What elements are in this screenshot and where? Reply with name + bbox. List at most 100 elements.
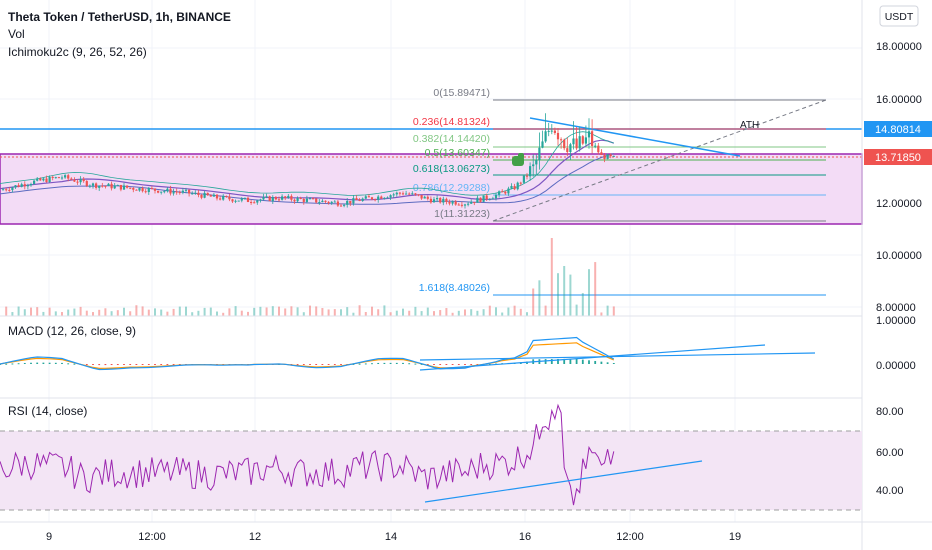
rsi-tick: 80.00 bbox=[876, 406, 904, 418]
candle-body bbox=[454, 201, 457, 205]
candle-body bbox=[104, 185, 107, 187]
candle-body bbox=[129, 187, 132, 189]
candle-body bbox=[212, 194, 215, 197]
candle-body bbox=[544, 131, 547, 142]
rsi-trend-line[interactable] bbox=[424, 460, 703, 503]
volume-bar bbox=[110, 311, 113, 316]
candle-body bbox=[532, 164, 535, 167]
time-label: 19 bbox=[729, 531, 741, 543]
candle-body bbox=[473, 202, 476, 204]
candle-body bbox=[8, 189, 11, 191]
macd-histogram-bar bbox=[309, 364, 311, 365]
volume-bar bbox=[358, 305, 361, 316]
candle-body bbox=[64, 175, 67, 178]
macd-line bbox=[0, 336, 615, 371]
candle-body bbox=[417, 194, 420, 196]
macd-histogram-bar bbox=[414, 363, 417, 365]
candle-body bbox=[54, 177, 57, 179]
candle-body bbox=[281, 196, 284, 200]
candle-body bbox=[299, 197, 302, 199]
volume-bar bbox=[569, 274, 572, 316]
candle-body bbox=[448, 201, 451, 204]
candle-body bbox=[36, 178, 39, 181]
candle-body bbox=[370, 197, 374, 200]
volume-bar bbox=[209, 307, 212, 316]
candle-body bbox=[420, 195, 423, 199]
macd-histogram-bar bbox=[36, 362, 39, 364]
volume-bar bbox=[612, 306, 615, 316]
volume-bars bbox=[5, 238, 615, 316]
volume-bar bbox=[513, 305, 516, 316]
ichimoku-label: Ichimoku2c (9, 26, 52, 26) bbox=[8, 45, 147, 59]
volume-bar bbox=[315, 306, 318, 316]
candle-body bbox=[563, 139, 566, 149]
candle-body bbox=[305, 198, 308, 202]
candle-body bbox=[584, 137, 587, 144]
descending-trend-line[interactable] bbox=[529, 117, 741, 157]
macd-histogram-bar bbox=[402, 362, 404, 364]
volume-bar bbox=[488, 305, 491, 316]
volume-bar bbox=[234, 306, 237, 316]
candle-body bbox=[67, 175, 70, 179]
candle-body bbox=[442, 198, 445, 203]
candle-body bbox=[436, 197, 439, 200]
candle-body bbox=[556, 132, 560, 140]
macd-histogram-bar bbox=[73, 363, 76, 365]
volume-bar bbox=[17, 306, 20, 316]
candle-body bbox=[262, 196, 265, 200]
fibonacci-retracement[interactable]: 0(15.89471) 0.236(14.81324) 0.382(14.144… bbox=[413, 87, 827, 296]
volume-bar bbox=[129, 311, 132, 316]
volume-bar bbox=[495, 307, 497, 316]
macd-support-line[interactable] bbox=[419, 352, 816, 361]
candle-body bbox=[426, 196, 429, 199]
volume-bar bbox=[48, 307, 51, 316]
chart-title: Theta Token / TetherUSD, 1h, BINANCE bbox=[8, 10, 231, 24]
volume-bar bbox=[85, 310, 88, 316]
candle-body bbox=[76, 181, 79, 183]
volume-bar bbox=[185, 306, 187, 316]
resistance-price-badge: 14.80814 bbox=[864, 121, 932, 137]
macd-histogram-bar bbox=[383, 362, 386, 364]
fib-label-0618: 0.618(13.06273) bbox=[413, 163, 490, 175]
candle-body bbox=[23, 184, 26, 187]
macd-histogram-bar bbox=[166, 364, 169, 365]
candle-body bbox=[501, 191, 504, 193]
candle-body bbox=[429, 198, 432, 203]
candle-body bbox=[26, 185, 29, 187]
volume-bar bbox=[253, 307, 256, 316]
macd-histogram-bar bbox=[141, 364, 144, 365]
volume-bar bbox=[247, 311, 249, 316]
candle-body bbox=[361, 198, 364, 201]
volume-bar bbox=[519, 308, 522, 316]
candle-body bbox=[507, 188, 510, 194]
currency-button[interactable]: USDT bbox=[879, 5, 919, 27]
macd-histogram-bar bbox=[327, 364, 330, 365]
time-label: 16 bbox=[519, 531, 531, 543]
candle-body bbox=[553, 130, 556, 133]
macd-histogram-bar bbox=[550, 359, 553, 364]
candle-body bbox=[522, 175, 525, 183]
volume-bar bbox=[141, 306, 144, 316]
macd-histogram-bar bbox=[30, 362, 32, 364]
candle-body bbox=[560, 139, 563, 141]
fib-label-05: 0.5(13.60347) bbox=[425, 147, 490, 159]
macd-histogram-bar bbox=[377, 362, 380, 364]
macd-label: MACD (12, 26, close, 9) bbox=[8, 324, 136, 338]
volume-bar bbox=[445, 308, 448, 316]
vol-label: Vol bbox=[8, 27, 25, 41]
candle-body bbox=[274, 197, 277, 200]
candle-body bbox=[367, 196, 370, 198]
macd-histogram-bar bbox=[340, 364, 342, 365]
volume-bar bbox=[600, 312, 603, 316]
hand-icon bbox=[512, 153, 524, 166]
candle-body bbox=[147, 188, 150, 193]
candle-body bbox=[153, 188, 157, 191]
candle-body bbox=[445, 198, 448, 202]
candle-body bbox=[271, 197, 274, 201]
macd-tick: 0.00000 bbox=[876, 360, 916, 372]
volume-bar bbox=[42, 311, 45, 316]
volume-bar bbox=[23, 309, 26, 316]
volume-bar bbox=[160, 309, 163, 316]
volume-bar bbox=[92, 312, 94, 316]
volume-bar bbox=[526, 312, 528, 316]
